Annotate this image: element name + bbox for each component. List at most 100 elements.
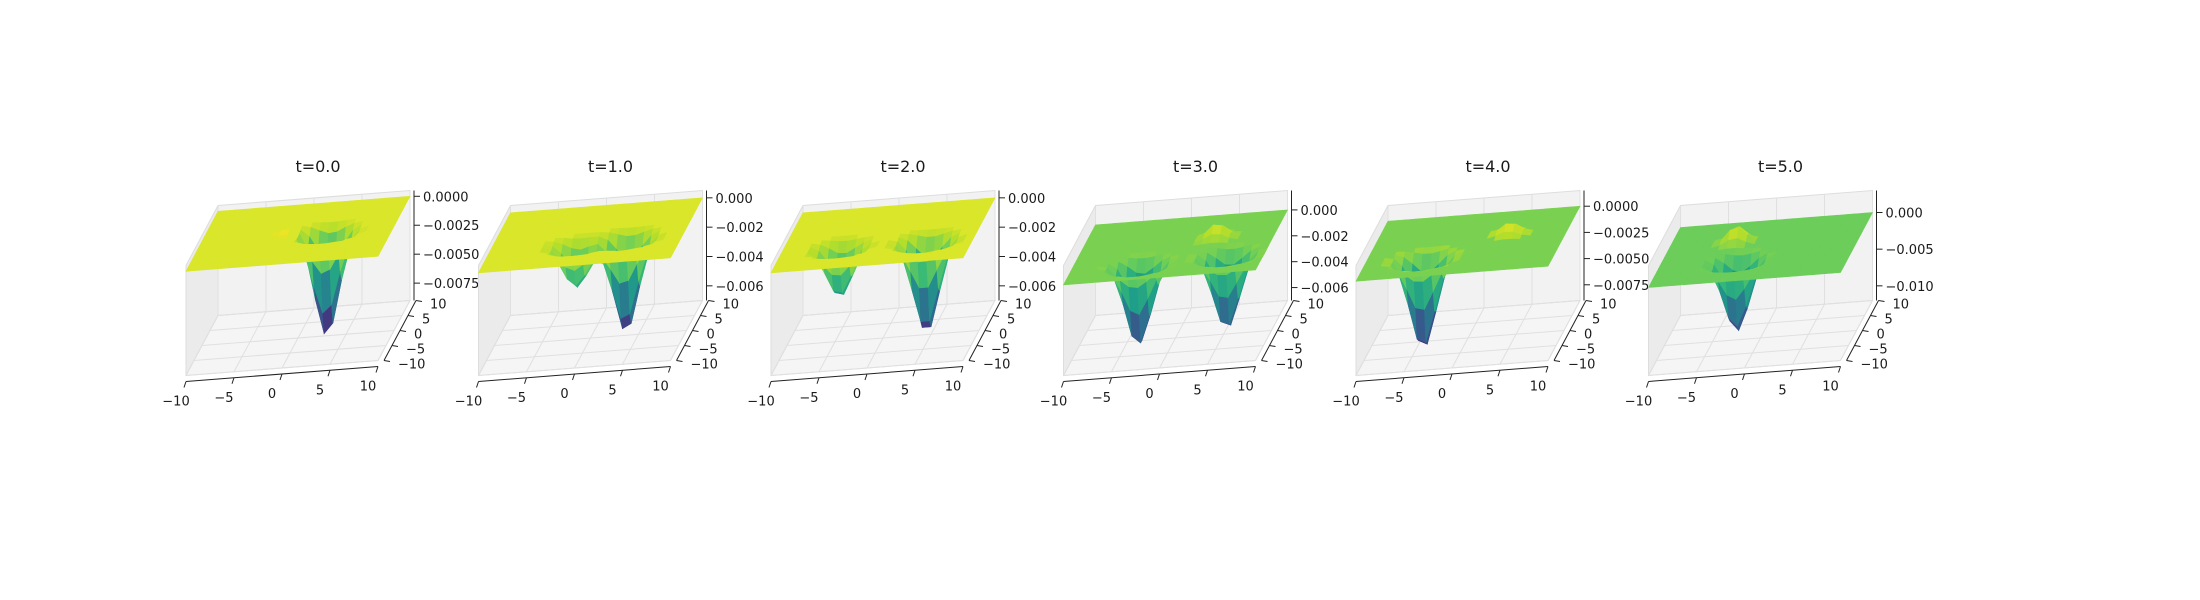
x-tick-mark: [864, 373, 868, 381]
subplot-3: −10 −5 0 5 10−10−505100.000−0.002−0.004−0.00…: [1040, 157, 1349, 410]
subplot-4: −10 −5 0 5 10−10−505100.0000−0.0025−0.0050−0…: [1332, 157, 1649, 410]
y-tick-label: 10: [430, 298, 447, 313]
x-tick-mark: [620, 370, 623, 377]
y-tick-label: 0: [1877, 328, 1885, 343]
subplot-2: −10 −5 0 5 10−10−505100.000−0.002−0.004−0.00…: [747, 157, 1056, 410]
x-tick-mark: [1061, 381, 1064, 388]
y-tick-mark: [1870, 315, 1877, 317]
x-tick-label: −5: [1092, 391, 1111, 406]
grid-line: [209, 315, 403, 331]
x-tick-label: −10: [1040, 395, 1067, 410]
x-tick-mark: [572, 373, 575, 381]
x-tick-label: −5: [507, 391, 526, 406]
x-tick-label: 0: [560, 387, 568, 402]
y-tick-label: 5: [1885, 313, 1893, 328]
grid-line: [377, 300, 411, 361]
y-tick-mark: [415, 300, 423, 302]
y-tick-mark: [968, 360, 976, 362]
y-tick-label: 10: [1015, 298, 1032, 313]
x-tick-label: −10: [1625, 395, 1652, 410]
x-tick-mark: [1109, 377, 1112, 384]
surface-facet: [1831, 269, 1843, 274]
subplot-0: −10 −5 0 5 10−10−505100.0000−0.0025−0.0050−0…: [162, 157, 479, 410]
x-tick-label: −5: [1677, 391, 1696, 406]
z-tick-label: −0.010: [1886, 280, 1934, 295]
grid-line: [1664, 330, 1857, 346]
y-tick-label: 5: [422, 313, 430, 328]
y-tick-mark: [1862, 330, 1869, 332]
y-tick-mark: [1285, 315, 1292, 317]
y-tick-mark: [1585, 300, 1593, 302]
y-tick-label: 10: [1308, 298, 1325, 313]
y-tick-label: −10: [1861, 358, 1888, 373]
grid-line: [794, 315, 988, 331]
grid-line: [329, 304, 363, 365]
y-tick-mark: [1878, 300, 1885, 302]
grid-line: [1371, 330, 1565, 346]
x-tick-label: 5: [608, 383, 616, 398]
y-tick-label: 10: [1893, 298, 1910, 313]
z-tick-label: 0.000: [1886, 207, 1923, 222]
y-tick-label: −5: [1284, 343, 1303, 358]
x-tick-label: 0: [853, 387, 861, 402]
x-tick-mark: [1694, 377, 1697, 384]
y-tick-mark: [1293, 300, 1300, 302]
y-tick-label: 10: [723, 298, 740, 313]
y-tick-mark: [1277, 330, 1284, 332]
y-tick-label: 0: [707, 328, 715, 343]
x-tick-label: −10: [1332, 395, 1359, 410]
grid-line: [217, 300, 411, 316]
x-tick-mark: [1157, 373, 1160, 381]
subplot-title: t=0.0: [295, 157, 340, 176]
y-tick-mark: [1269, 345, 1276, 347]
y-tick-mark: [700, 315, 707, 317]
grid-line: [1499, 304, 1533, 365]
y-tick-mark: [992, 315, 1000, 317]
x-tick-label: 5: [1193, 383, 1201, 398]
x-tick-label: −10: [162, 395, 189, 410]
z-tick-label: −0.005: [1886, 243, 1934, 258]
z-tick-label: −0.002: [1008, 221, 1056, 236]
y-tick-mark: [1261, 360, 1268, 362]
y-tick-mark: [1000, 300, 1008, 302]
y-tick-label: −5: [406, 343, 425, 358]
grid-line: [786, 330, 980, 346]
x-tick-mark: [1838, 366, 1841, 373]
y-tick-mark: [1561, 345, 1569, 347]
x-tick-mark: [279, 373, 283, 381]
y-tick-mark: [391, 345, 399, 347]
grid-line: [1255, 300, 1288, 361]
x-tick-mark: [1449, 373, 1453, 381]
x-tick-mark: [231, 377, 235, 384]
y-tick-mark: [383, 360, 391, 362]
x-tick-label: 10: [360, 380, 377, 395]
x-tick-mark: [375, 366, 379, 373]
x-tick-label: 0: [1730, 387, 1738, 402]
x-tick-mark: [668, 366, 671, 373]
y-tick-mark: [708, 300, 715, 302]
z-tick-label: −0.002: [1301, 230, 1349, 245]
surface-facet: [619, 280, 631, 319]
grid-line: [802, 300, 996, 316]
x-tick-mark: [1790, 370, 1793, 377]
grid-line: [962, 300, 996, 361]
surface-facet: [368, 253, 380, 258]
subplot-title: t=5.0: [1758, 157, 1803, 176]
grid-line: [1547, 300, 1581, 361]
z-tick-label: 0.0000: [423, 190, 469, 205]
x-tick-label: 10: [1237, 380, 1254, 395]
z-tick-label: −0.004: [1008, 251, 1056, 266]
x-tick-label: 5: [901, 383, 909, 398]
y-tick-label: −5: [1576, 343, 1595, 358]
z-tick-label: 0.000: [1008, 192, 1045, 207]
y-tick-mark: [1854, 345, 1861, 347]
surface-facet: [1246, 266, 1258, 271]
x-tick-label: 10: [1822, 380, 1839, 395]
x-tick-mark: [476, 381, 479, 388]
grid-line: [510, 300, 703, 316]
x-tick-label: 0: [1145, 387, 1153, 402]
grid-line: [622, 304, 655, 365]
y-tick-label: 5: [715, 313, 723, 328]
x-tick-label: −5: [799, 391, 818, 406]
